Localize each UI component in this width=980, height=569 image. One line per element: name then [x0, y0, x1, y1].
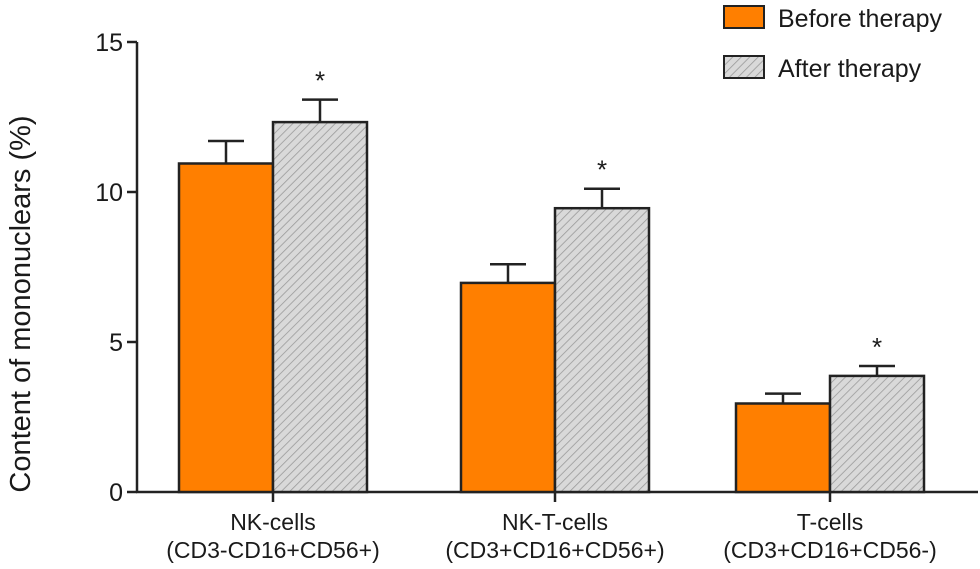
x-tick-sublabel: (CD3+CD16+CD56-) [723, 537, 936, 563]
bar [177, 162, 275, 494]
x-tick-sublabel: (CD3-CD16+CD56+) [166, 537, 379, 563]
legend-label-after: After therapy [778, 55, 922, 83]
bar [828, 374, 926, 494]
legend-swatch-before [723, 5, 765, 29]
significance-marker: * [597, 155, 607, 185]
y-tick-label: 5 [109, 329, 123, 357]
bars: * * * [177, 66, 926, 494]
x-tick-label: NK-T-cells [502, 509, 608, 535]
bar [459, 281, 557, 494]
y-tick-label: 10 [95, 179, 123, 207]
y-tick-label: 0 [109, 479, 123, 507]
bar [271, 120, 369, 494]
bar [553, 206, 651, 494]
y-tick-label: 15 [95, 29, 123, 57]
x-tick-label: NK-cells [230, 509, 316, 535]
significance-marker: * [872, 332, 882, 362]
x-tick-labels: NK-cells(CD3-CD16+CD56+)NK-T-cells(CD3+C… [166, 509, 936, 563]
significance-marker: * [315, 66, 325, 96]
x-tick-label: T-cells [797, 509, 863, 535]
legend: Before therapy After therapy [723, 5, 942, 83]
x-tick-sublabel: (CD3+CD16+CD56+) [445, 537, 664, 563]
legend-swatch-after [723, 55, 765, 79]
y-axis-label: Content of mononuclears (%) [5, 115, 37, 492]
bar [734, 402, 832, 494]
legend-label-before: Before therapy [778, 5, 942, 33]
